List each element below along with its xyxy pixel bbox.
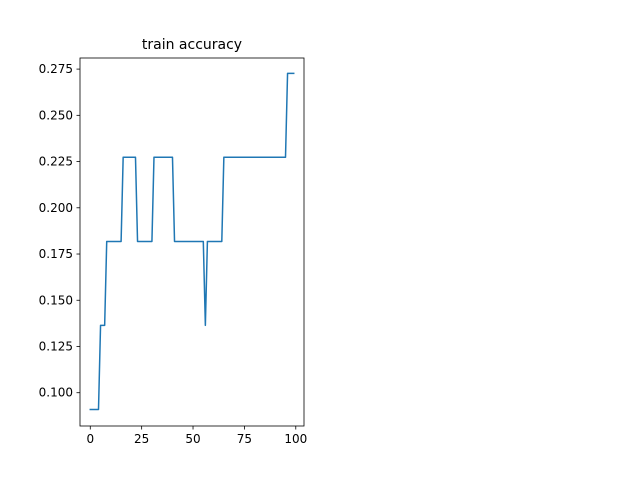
y-tick-label: 0.200 [39, 201, 73, 215]
x-axis: 0 25 50 75 100 [86, 426, 307, 446]
x-tick-label: 75 [237, 432, 252, 446]
y-tick-label: 0.125 [39, 339, 73, 353]
y-axis: 0.100 0.125 0.150 0.175 0.200 0.225 0.250 0.275 [39, 62, 80, 400]
y-tick-label: 0.100 [39, 386, 73, 400]
y-tick-label: 0.150 [39, 293, 73, 307]
x-tick-label: 25 [134, 432, 149, 446]
y-tick-label: 0.275 [39, 62, 73, 76]
train-accuracy-line [89, 72, 295, 411]
plot-frame [79, 57, 305, 427]
y-tick-label: 0.175 [39, 247, 73, 261]
chart-title: train accuracy [142, 37, 242, 53]
x-tick-label: 0 [86, 432, 94, 446]
y-tick-label: 0.250 [39, 108, 73, 122]
y-tick-label: 0.225 [39, 155, 73, 169]
x-tick-label: 100 [284, 432, 307, 446]
x-tick-label: 50 [185, 432, 200, 446]
